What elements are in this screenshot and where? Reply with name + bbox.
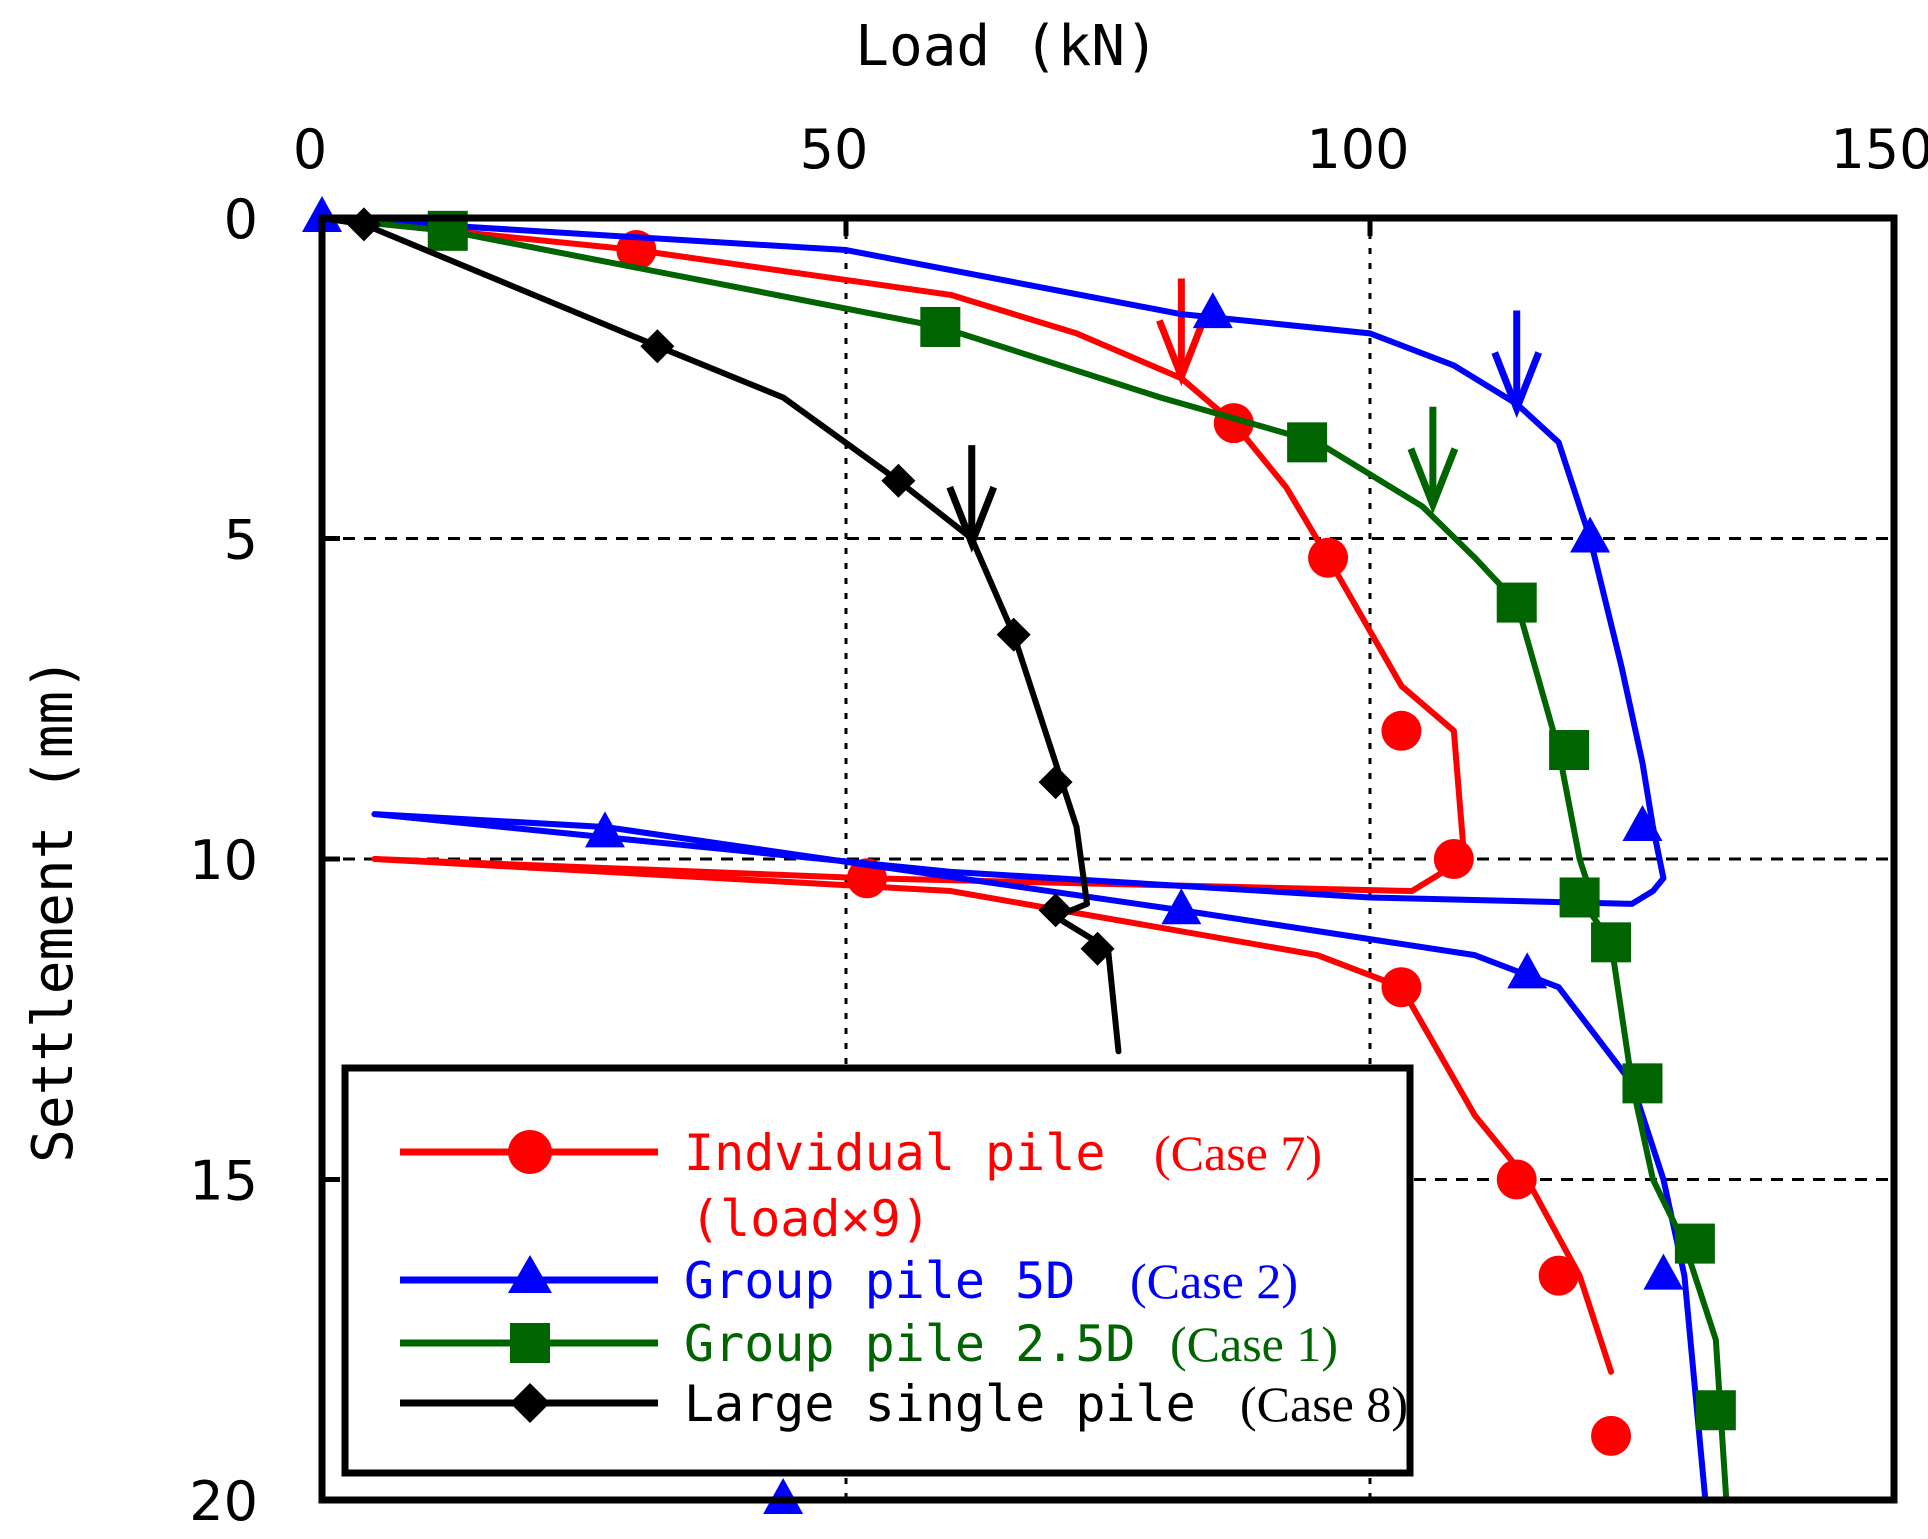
data-point-triangle (1570, 516, 1611, 553)
data-point-triangle (1192, 292, 1233, 329)
y-tick-label: 5 (224, 509, 258, 572)
data-point-diamond (640, 329, 675, 364)
data-point-circle (1381, 710, 1422, 751)
data-point-diamond (1038, 893, 1073, 928)
legend-entry-large-single-pile: Large single pile (Case 8) (400, 1375, 1408, 1433)
data-point-triangle (1507, 952, 1548, 989)
data-point-triangle (763, 1478, 804, 1514)
legend-marker-square (510, 1323, 550, 1363)
yield-arrow-head (1491, 351, 1542, 419)
series-indvidual-pile (319, 215, 1632, 1456)
y-tick-label: 20 (189, 1470, 258, 1533)
data-point-circle (1538, 1255, 1579, 1296)
legend-entry-individual-pile: Indvidual pile (Case 7) (load×9) (400, 1124, 1322, 1248)
yield-arrow-head (1407, 447, 1459, 515)
data-point-diamond (881, 463, 916, 498)
series-line-group-pile-5d (319, 215, 1709, 1503)
series-large-single-pile (319, 207, 1122, 1055)
data-point-triangle (584, 811, 625, 848)
yield-arrow-head (946, 485, 998, 553)
data-point-square (1496, 582, 1537, 623)
data-point-triangle (1622, 804, 1663, 841)
legend-marker-diamond (510, 1383, 550, 1423)
x-tick-label: 100 (1306, 118, 1409, 181)
data-point-square (1674, 1223, 1715, 1264)
data-point-square (1622, 1063, 1663, 1104)
data-point-circle (1496, 1159, 1537, 1200)
series-layer (302, 196, 1736, 1514)
legend: Indvidual pile (Case 7) (load×9) Group p… (341, 1064, 1414, 1477)
data-point-diamond (1080, 931, 1115, 966)
series-group-pile-2-5d (319, 210, 1736, 1503)
ticks: 0 50 100 150 0 5 10 15 20 (189, 118, 1928, 1533)
y-tick-label: 10 (189, 829, 258, 892)
x-tick-label: 50 (800, 118, 869, 181)
data-point-triangle (302, 196, 342, 232)
series-line-group-pile-2-5d (319, 215, 1730, 1503)
data-point-triangle (1161, 888, 1202, 925)
x-tick-label: 0 (293, 118, 327, 181)
y-tick-label: 15 (189, 1150, 258, 1213)
legend-note-load-x9: (load×9) (690, 1190, 931, 1248)
legend-entry-group-pile-5d: Group pile 5D (Case 2) (400, 1252, 1298, 1310)
data-point-diamond (1038, 765, 1073, 800)
legend-case-group-pile-5d: (Case 2) (1130, 1253, 1298, 1309)
legend-label-group-pile-2-5d: Group pile 2.5D (684, 1315, 1136, 1373)
data-point-diamond (346, 207, 381, 242)
data-point-circle (1308, 537, 1349, 578)
legend-case-individual-pile: (Case 7) (1154, 1125, 1322, 1181)
legend-label-individual-pile: Indvidual pile (684, 1124, 1105, 1182)
yield-arrow-head (1156, 319, 1207, 387)
data-point-circle (1433, 839, 1474, 879)
legend-marker-circle (508, 1130, 552, 1174)
data-point-square (1695, 1390, 1736, 1431)
series-group-pile-5d (302, 196, 1709, 1514)
data-point-square (1559, 877, 1600, 918)
x-tick-label: 150 (1830, 118, 1928, 181)
y-tick-label: 0 (224, 188, 258, 251)
data-point-circle (1381, 967, 1422, 1008)
x-axis-title: Load (kN) (855, 14, 1158, 79)
data-point-square (1549, 730, 1590, 771)
legend-label-group-pile-5d: Group pile 5D (684, 1252, 1075, 1310)
data-point-diamond (996, 617, 1031, 652)
data-point-triangle (1643, 1253, 1684, 1290)
legend-entry-group-pile-2-5d: Group pile 2.5D (Case 1) (400, 1315, 1338, 1373)
legend-label-large-single-pile: Large single pile (684, 1375, 1196, 1433)
legend-case-group-pile-2-5d: (Case 1) (1170, 1316, 1338, 1372)
legend-marker-triangle (508, 1255, 552, 1293)
y-axis-title: Settlement (mm) (21, 657, 86, 1163)
data-point-circle (1591, 1415, 1632, 1456)
data-point-square (920, 306, 961, 347)
legend-case-large-single-pile: (Case 8) (1240, 1376, 1408, 1432)
data-point-square (1591, 922, 1632, 963)
data-point-square (1287, 422, 1328, 463)
